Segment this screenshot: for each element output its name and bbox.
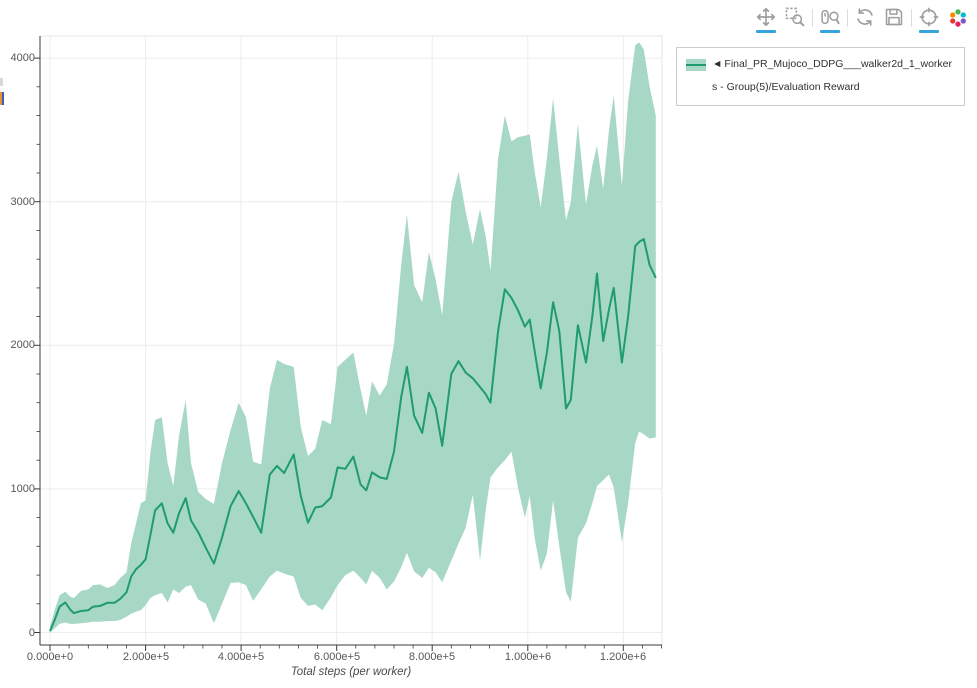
save-tool-button[interactable] (882, 6, 906, 33)
toolbar-separator (847, 9, 848, 27)
wheel-zoom-active-underline (820, 30, 840, 33)
bokeh-logo-button[interactable] (946, 6, 970, 30)
y-tick-label: 0 (28, 627, 35, 639)
x-tick-label: 0.000e+0 (26, 651, 74, 663)
legend-label: ◄ Final_PR_Mujoco_DDPG___walker2d_1_worke… (712, 53, 955, 99)
x-tick-label: 2.000e+5 (122, 651, 170, 663)
y-tick-label: 1000 (10, 483, 35, 495)
x-tick-label: 4.000e+5 (217, 651, 265, 663)
y-tick-label: 3000 (10, 196, 35, 208)
pan-icon (756, 7, 776, 27)
wheel-zoom-icon (821, 9, 840, 25)
edge-artifact (0, 78, 3, 86)
box-zoom-icon (785, 7, 805, 27)
box-zoom-tool-button[interactable] (783, 6, 807, 33)
wheel-zoom-tool-button[interactable] (818, 6, 842, 33)
y-tick-label: 2000 (10, 339, 35, 351)
legend-box: ◄ Final_PR_Mujoco_DDPG___walker2d_1_worke… (676, 47, 965, 106)
x-tick-label: 1.000e+6 (504, 651, 552, 663)
x-tick-label: 1.200e+6 (599, 651, 647, 663)
pan-tool-button[interactable] (754, 6, 778, 33)
toolbar-separator (911, 9, 912, 27)
legend-swatch-band-line (686, 59, 706, 71)
edge-artifact-icon (0, 92, 4, 105)
save-icon (885, 8, 903, 26)
x-axis-label: Total steps (per worker) (290, 666, 412, 678)
y-tick-label: 4000 (10, 52, 35, 64)
hover-icon (919, 7, 939, 27)
pan-active-underline (756, 30, 776, 33)
toolbar-separator (812, 9, 813, 27)
hover-tool-button[interactable] (917, 6, 941, 33)
legend-collapse-icon: ◄ (712, 58, 723, 70)
x-tick-label: 6.000e+5 (313, 651, 361, 663)
legend-item[interactable]: ◄ Final_PR_Mujoco_DDPG___walker2d_1_worke… (686, 53, 955, 99)
reset-tool-button[interactable] (853, 6, 877, 33)
bokeh-toolbar (754, 6, 970, 33)
legend-label-text: Final_PR_Mujoco_DDPG___walker2d_1_worker… (712, 58, 953, 93)
hover-active-underline (919, 30, 939, 33)
reset-icon (857, 8, 873, 26)
x-tick-label: 8.000e+5 (408, 651, 456, 663)
bokeh-logo-icon (950, 9, 966, 27)
